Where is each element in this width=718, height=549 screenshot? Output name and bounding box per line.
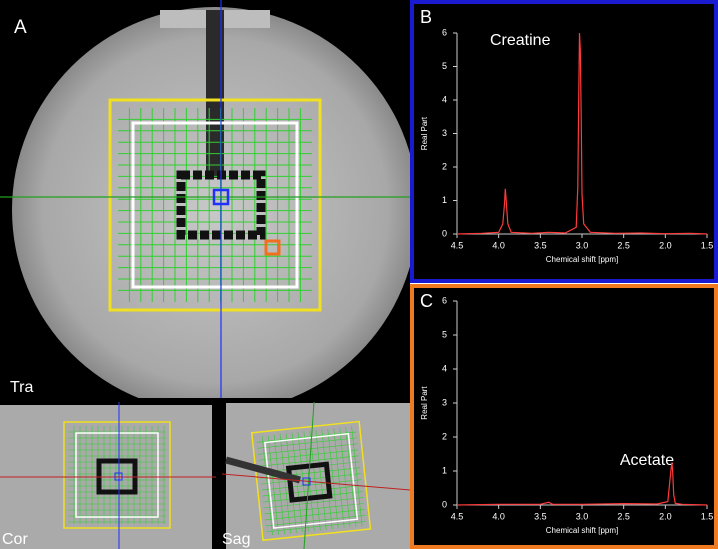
coronal-image [0,402,216,549]
x-axis-label: Chemical shift [ppm] [546,255,618,264]
phantom [226,403,410,549]
y-tick-label: 3 [442,128,447,138]
panel-background [412,286,716,547]
y-tick-label: 1 [442,195,447,205]
x-tick-label: 4.5 [451,511,464,521]
spectrum-panel: 0 1 2 3 4 5 6 4.5 4.0 3.5 3.0 2.5 2.0 1.5 Chemical shi… [412,286,716,547]
y-tick-label: 2 [442,161,447,171]
y-tick-label: 6 [442,295,447,305]
y-axis-label: Real Part [420,116,429,150]
x-tick-label: 2.0 [659,511,672,521]
y-tick-label: 1 [442,465,447,475]
x-tick-label: 4.0 [492,511,505,521]
panel-label: B [420,7,432,27]
spectra: 0 1 2 3 4 5 6 4.5 4.0 3.5 3.0 2.5 2.0 1.5 Chemical shi… [412,2,716,547]
panel-label: C [420,291,433,311]
panel-label: A [14,17,27,38]
x-tick-label: 1.5 [701,240,714,250]
y-tick-label: 4 [442,363,447,373]
panel-background [412,2,716,281]
annotation: Acetate [620,452,674,469]
y-tick-label: 5 [442,329,447,339]
annotation: Creatine [490,32,551,49]
spectrum-panel: 0 1 2 3 4 5 6 4.5 4.0 3.5 3.0 2.5 2.0 1.5 Chemical shi… [412,2,716,281]
x-tick-label: 3.0 [576,240,589,250]
x-tick-label: 3.5 [534,511,547,521]
x-tick-label: 4.5 [451,240,464,250]
x-axis-label: Chemical shift [ppm] [546,526,618,535]
x-tick-label: 1.5 [701,511,714,521]
y-tick-label: 4 [442,94,447,104]
y-tick-label: 0 [442,228,447,238]
view-label: Cor [2,531,28,548]
y-axis-label: Real Part [420,386,429,420]
sagittal-image [222,402,410,549]
y-tick-label: 2 [442,431,447,441]
x-tick-label: 4.0 [492,240,505,250]
figure: A Tra Cor Sag 0 1 2 3 4 5 6 4.5 4.0 3.5 3.0 2.5 2.0 1… [0,0,718,549]
y-tick-label: 0 [442,499,447,509]
x-tick-label: 2.0 [659,240,672,250]
x-tick-label: 3.5 [534,240,547,250]
view-label: Sag [222,531,250,548]
x-tick-label: 2.5 [617,240,630,250]
y-tick-label: 3 [442,397,447,407]
y-tick-label: 5 [442,61,447,71]
view-label: Tra [10,379,34,396]
x-tick-label: 3.0 [576,511,589,521]
x-tick-label: 2.5 [617,511,630,521]
y-tick-label: 6 [442,27,447,37]
